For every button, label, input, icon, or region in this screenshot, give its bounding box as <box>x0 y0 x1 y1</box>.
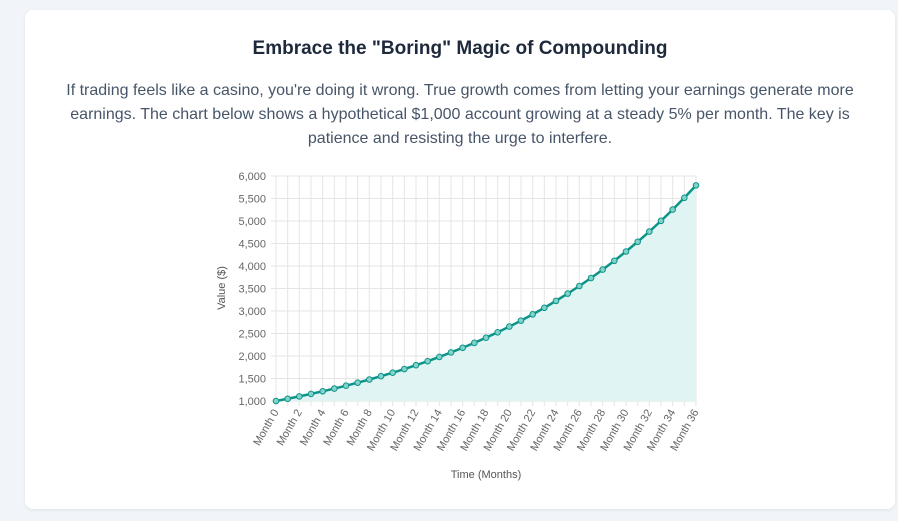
data-point[interactable] <box>412 361 420 369</box>
data-point[interactable] <box>424 357 431 365</box>
data-point[interactable] <box>634 238 641 246</box>
data-point[interactable] <box>459 344 466 352</box>
data-point[interactable] <box>692 182 700 189</box>
y-axis-title: Value ($) <box>216 266 228 310</box>
data-point[interactable] <box>377 372 385 380</box>
data-point[interactable] <box>541 304 548 312</box>
y-tick-label: 2,000 <box>238 351 266 363</box>
data-point[interactable] <box>401 365 408 373</box>
data-point[interactable] <box>482 334 490 342</box>
data-point[interactable] <box>552 297 560 305</box>
data-point[interactable] <box>669 206 676 213</box>
data-point[interactable] <box>307 390 315 398</box>
y-tick-label: 6,000 <box>238 171 266 183</box>
data-points <box>272 182 700 405</box>
data-point[interactable] <box>611 257 618 265</box>
data-point[interactable] <box>354 379 361 386</box>
y-tick-label: 4,500 <box>238 239 266 251</box>
data-point[interactable] <box>319 388 326 395</box>
card-description: If trading feels like a casino, you're d… <box>66 82 854 147</box>
card-title: Embrace the "Boring" Magic of Compoundin… <box>252 38 668 59</box>
y-tick-label: 4,000 <box>238 261 266 273</box>
y-tick-label: 3,000 <box>238 306 266 318</box>
data-point[interactable] <box>366 376 373 383</box>
data-point[interactable] <box>564 290 571 297</box>
data-point[interactable] <box>471 339 478 347</box>
area-fill <box>276 185 696 401</box>
data-point[interactable] <box>681 194 688 202</box>
data-point[interactable] <box>599 266 606 273</box>
data-point[interactable] <box>389 369 396 377</box>
data-point[interactable] <box>494 328 501 336</box>
data-point[interactable] <box>436 353 443 361</box>
y-tick-label: 1,000 <box>238 396 266 408</box>
data-point[interactable] <box>331 385 338 392</box>
data-point[interactable] <box>342 382 350 390</box>
y-axis-ticks: 1,000 1,500 2,000 2,500 3,000 3,500 4,000 4,500… <box>238 171 266 408</box>
data-point[interactable] <box>272 397 280 405</box>
data-point[interactable] <box>622 248 630 255</box>
data-point[interactable] <box>657 217 665 225</box>
y-tick-label: 1,500 <box>238 374 266 386</box>
data-point[interactable] <box>646 228 653 235</box>
compounding-card: Embrace the "Boring" Magic of Compoundin… <box>25 10 895 509</box>
data-point[interactable] <box>447 349 455 356</box>
data-point[interactable] <box>529 311 536 318</box>
y-tick-label: 2,500 <box>238 329 266 341</box>
data-point[interactable] <box>284 395 291 403</box>
y-tick-label: 5,000 <box>238 216 266 228</box>
y-tick-label: 3,500 <box>238 284 266 296</box>
y-tick-label: 5,500 <box>238 194 266 206</box>
data-point[interactable] <box>576 282 583 290</box>
data-point[interactable] <box>296 393 303 400</box>
data-point[interactable] <box>517 317 525 324</box>
data-point[interactable] <box>587 274 595 282</box>
data-point[interactable] <box>506 323 513 330</box>
x-axis-title: Time (Months) <box>451 469 522 481</box>
